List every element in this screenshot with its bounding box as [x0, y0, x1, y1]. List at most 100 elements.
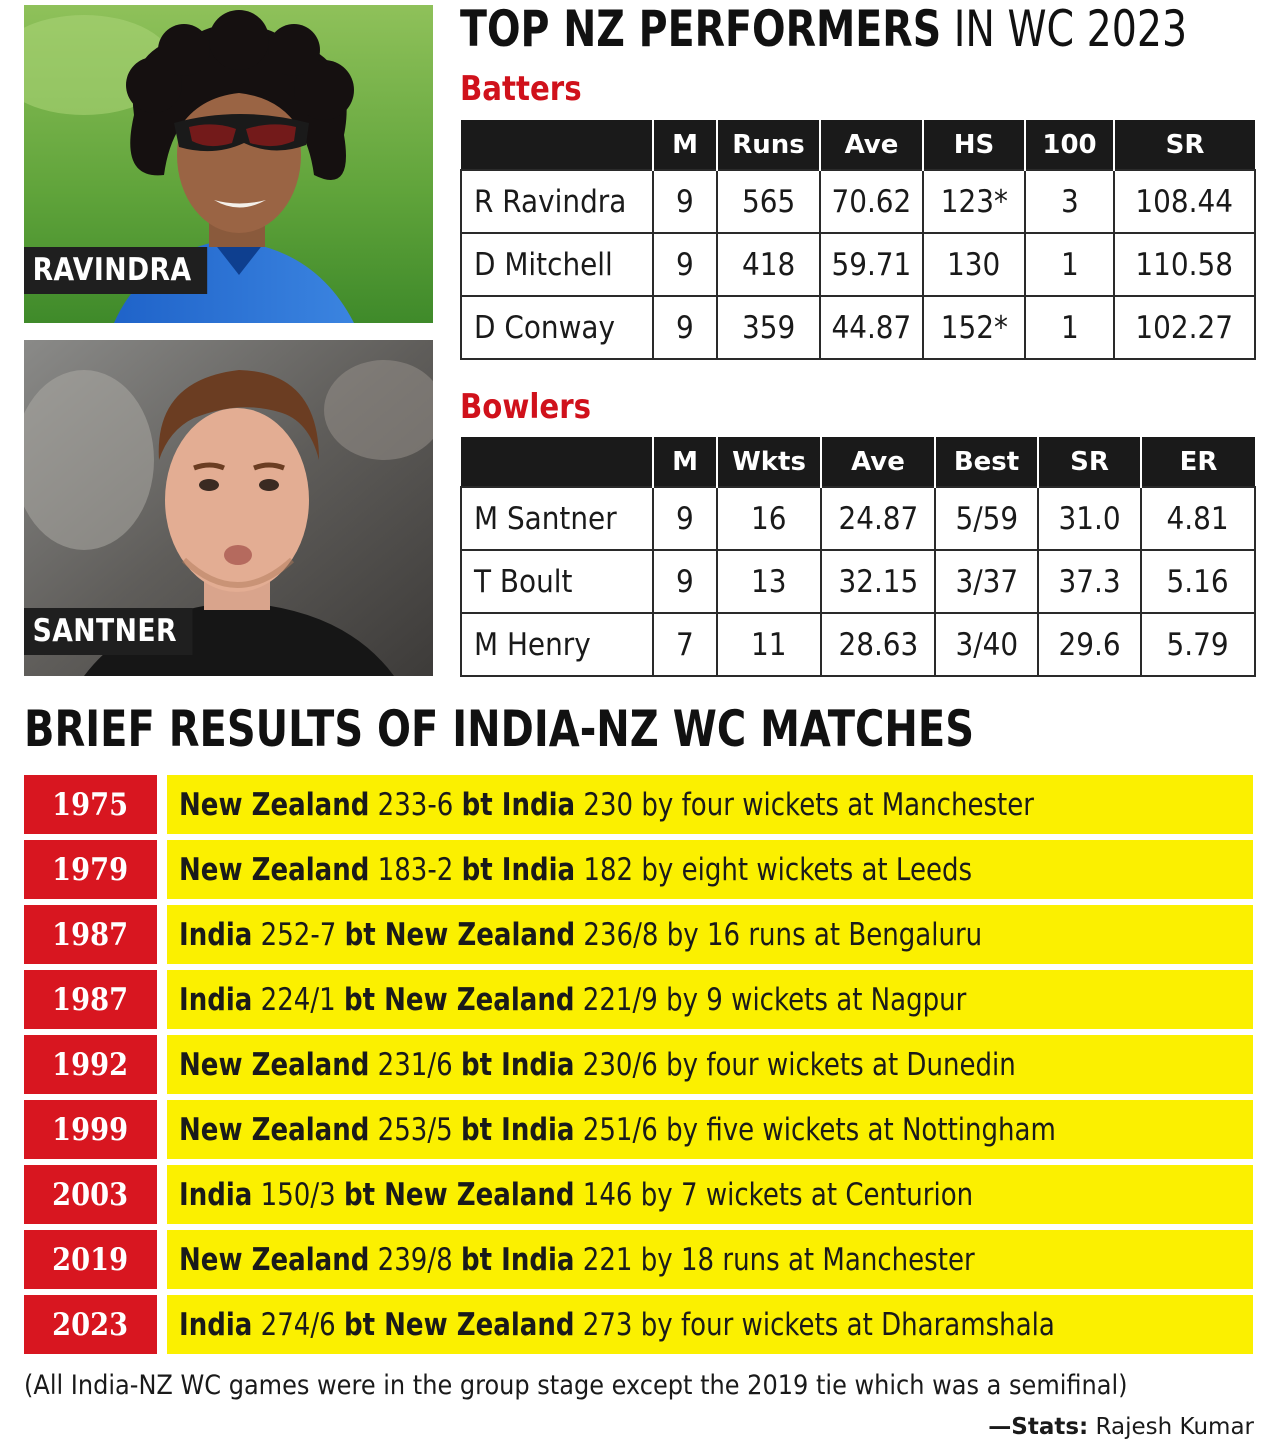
batters-col-sr: SR — [1113, 120, 1255, 170]
bowlers-col-er: ER — [1140, 437, 1255, 487]
table-row: R Ravindra 9 565 70.62 123* 3 108.44 — [460, 169, 1256, 234]
result-row: 1987 India 252-7 bt New Zealand 236/8 by… — [24, 905, 1253, 964]
result-text: New Zealand 239/8 bt India 221 by 18 run… — [179, 1241, 975, 1278]
player-name: R Ravindra — [460, 169, 654, 234]
table-cell: 9 — [652, 295, 718, 360]
result-bar: New Zealand 233-6 bt India 230 by four w… — [167, 775, 1253, 834]
table-cell: 3/40 — [934, 612, 1039, 677]
table-cell: 29.6 — [1037, 612, 1142, 677]
result-row: 2019 New Zealand 239/8 bt India 221 by 1… — [24, 1230, 1253, 1289]
table-cell: 110.58 — [1113, 232, 1256, 297]
table-cell: 5/59 — [934, 486, 1039, 551]
batters-col-player — [461, 120, 653, 170]
result-bar: India 252-7 bt New Zealand 236/8 by 16 r… — [167, 905, 1253, 964]
player-name: M Santner — [460, 486, 654, 551]
result-text: New Zealand 233-6 bt India 230 by four w… — [179, 786, 1035, 823]
table-cell: 108.44 — [1113, 169, 1256, 234]
table-cell: 37.3 — [1037, 549, 1142, 614]
result-row: 1987 India 224/1 bt New Zealand 221/9 by… — [24, 970, 1253, 1029]
santner-name-tag: SANTNER — [24, 608, 193, 655]
batters-header-row: M Runs Ave HS 100 SR — [461, 120, 1255, 170]
table-row: T Boult 9 13 32.15 3/37 37.3 5.16 — [460, 549, 1256, 614]
table-cell: 44.87 — [819, 295, 924, 360]
result-row: 2003 India 150/3 bt New Zealand 146 by 7… — [24, 1165, 1253, 1224]
batters-col-100: 100 — [1024, 120, 1114, 170]
player-name: T Boult — [460, 549, 654, 614]
bowlers-heading: Bowlers — [460, 387, 592, 427]
table-row: D Mitchell 9 418 59.71 130 1 110.58 — [460, 232, 1256, 297]
bowlers-header-row: M Wkts Ave Best SR ER — [461, 437, 1255, 487]
page-title-light: IN WC 2023 — [941, 0, 1188, 58]
result-year: 1999 — [24, 1100, 157, 1159]
result-text: India 274/6 bt New Zealand 273 by four w… — [179, 1306, 1055, 1343]
bowlers-col-player — [461, 437, 653, 487]
result-text: New Zealand 231/6 bt India 230/6 by four… — [179, 1046, 1016, 1083]
table-cell: 31.0 — [1037, 486, 1142, 551]
table-cell: 359 — [716, 295, 821, 360]
table-cell: 5.79 — [1140, 612, 1256, 677]
player-name: D Conway — [460, 295, 654, 360]
ravindra-photo: RAVINDRA — [24, 5, 433, 323]
result-year: 1987 — [24, 970, 157, 1029]
result-bar: India 274/6 bt New Zealand 273 by four w… — [167, 1295, 1253, 1354]
table-cell: 9 — [652, 232, 718, 297]
result-row: 1992 New Zealand 231/6 bt India 230/6 by… — [24, 1035, 1253, 1094]
bowlers-col-sr: SR — [1037, 437, 1141, 487]
table-cell: 5.16 — [1140, 549, 1256, 614]
table-cell: 102.27 — [1113, 295, 1256, 360]
table-cell: 130 — [922, 232, 1026, 297]
result-bar: India 224/1 bt New Zealand 221/9 by 9 wi… — [167, 970, 1253, 1029]
table-cell: 123* — [922, 169, 1026, 234]
table-row: M Henry 7 11 28.63 3/40 29.6 5.79 — [460, 612, 1256, 677]
table-cell: 3/37 — [934, 549, 1039, 614]
batters-col-hs: HS — [922, 120, 1025, 170]
table-cell: 418 — [716, 232, 821, 297]
result-bar: New Zealand 253/5 bt India 251/6 by five… — [167, 1100, 1253, 1159]
results-list: 1975 New Zealand 233-6 bt India 230 by f… — [24, 775, 1253, 1360]
table-cell: 1 — [1024, 295, 1115, 360]
batters-col-m: M — [652, 120, 717, 170]
footnote: (All India-NZ WC games were in the group… — [24, 1370, 1128, 1401]
bowlers-col-ave: Ave — [820, 437, 935, 487]
table-cell: 32.15 — [820, 549, 936, 614]
bowlers-col-wkts: Wkts — [716, 437, 821, 487]
table-cell: 28.63 — [820, 612, 936, 677]
result-year: 1975 — [24, 775, 157, 834]
table-cell: 24.87 — [820, 486, 936, 551]
table-cell: 565 — [716, 169, 821, 234]
player-name: D Mitchell — [460, 232, 654, 297]
result-row: 1979 New Zealand 183-2 bt India 182 by e… — [24, 840, 1253, 899]
table-cell: 16 — [716, 486, 822, 551]
page-title: TOP NZ PERFORMERS IN WC 2023 — [460, 2, 1187, 57]
table-row: D Conway 9 359 44.87 152* 1 102.27 — [460, 295, 1256, 360]
result-text: New Zealand 183-2 bt India 182 by eight … — [179, 851, 973, 888]
result-year: 1992 — [24, 1035, 157, 1094]
result-row: 2023 India 274/6 bt New Zealand 273 by f… — [24, 1295, 1253, 1354]
result-text: India 150/3 bt New Zealand 146 by 7 wick… — [179, 1176, 974, 1213]
results-heading: BRIEF RESULTS OF INDIA-NZ WC MATCHES — [24, 700, 975, 758]
player-name: M Henry — [460, 612, 654, 677]
table-cell: 9 — [652, 169, 718, 234]
table-cell: 11 — [716, 612, 822, 677]
ravindra-name-tag: RAVINDRA — [24, 247, 208, 294]
result-year: 2003 — [24, 1165, 157, 1224]
batters-table: M Runs Ave HS 100 SR R Ravindra 9 565 70… — [460, 120, 1256, 360]
table-cell: 70.62 — [819, 169, 924, 234]
result-year: 2019 — [24, 1230, 157, 1289]
result-text: India 252-7 bt New Zealand 236/8 by 16 r… — [179, 916, 983, 953]
bowlers-col-m: M — [652, 437, 717, 487]
bowlers-col-best: Best — [934, 437, 1038, 487]
table-cell: 9 — [652, 486, 718, 551]
batters-col-runs: Runs — [716, 120, 820, 170]
table-row: M Santner 9 16 24.87 5/59 31.0 4.81 — [460, 486, 1256, 551]
result-bar: New Zealand 183-2 bt India 182 by eight … — [167, 840, 1253, 899]
santner-photo: SANTNER — [24, 340, 433, 676]
result-text: India 224/1 bt New Zealand 221/9 by 9 wi… — [179, 981, 967, 1018]
result-year: 1987 — [24, 905, 157, 964]
santner-portrait — [24, 340, 433, 676]
table-cell: 3 — [1024, 169, 1115, 234]
result-row: 1999 New Zealand 253/5 bt India 251/6 by… — [24, 1100, 1253, 1159]
page-title-bold: TOP NZ PERFORMERS — [460, 0, 942, 58]
table-cell: 7 — [652, 612, 718, 677]
bowlers-table: M Wkts Ave Best SR ER M Santner 9 16 24.… — [460, 437, 1256, 677]
